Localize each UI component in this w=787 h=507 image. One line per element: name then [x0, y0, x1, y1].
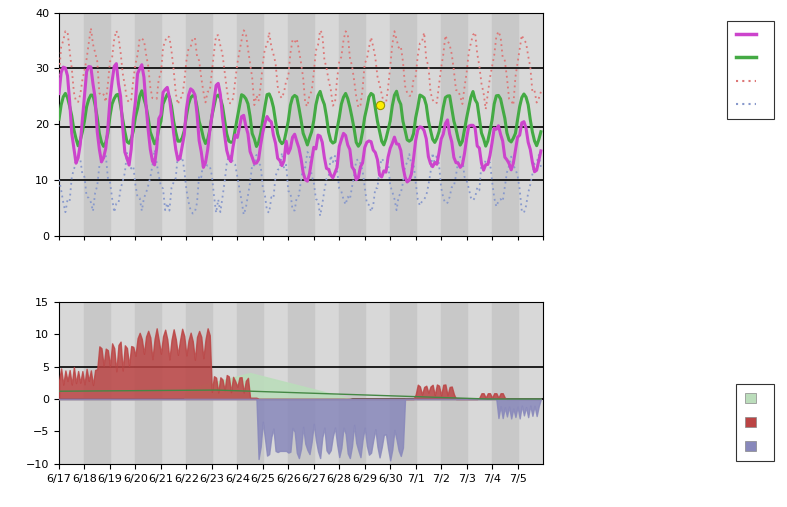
Point	[374, 100, 386, 108]
Bar	[390, 302, 416, 464]
Bar	[238, 13, 263, 236]
Bar	[339, 302, 364, 464]
Bar	[390, 13, 416, 236]
Bar	[492, 13, 518, 236]
Bar	[187, 302, 212, 464]
Bar	[288, 13, 314, 236]
Bar	[442, 302, 467, 464]
Bar	[442, 13, 467, 236]
Bar	[84, 13, 110, 236]
Legend: , , , : , , ,	[727, 21, 774, 119]
Bar	[84, 302, 110, 464]
Bar	[339, 13, 364, 236]
Bar	[288, 302, 314, 464]
Bar	[187, 13, 212, 236]
Bar	[135, 302, 161, 464]
Bar	[135, 13, 161, 236]
Legend: , , : , ,	[736, 384, 774, 461]
Bar	[492, 302, 518, 464]
Bar	[238, 302, 263, 464]
